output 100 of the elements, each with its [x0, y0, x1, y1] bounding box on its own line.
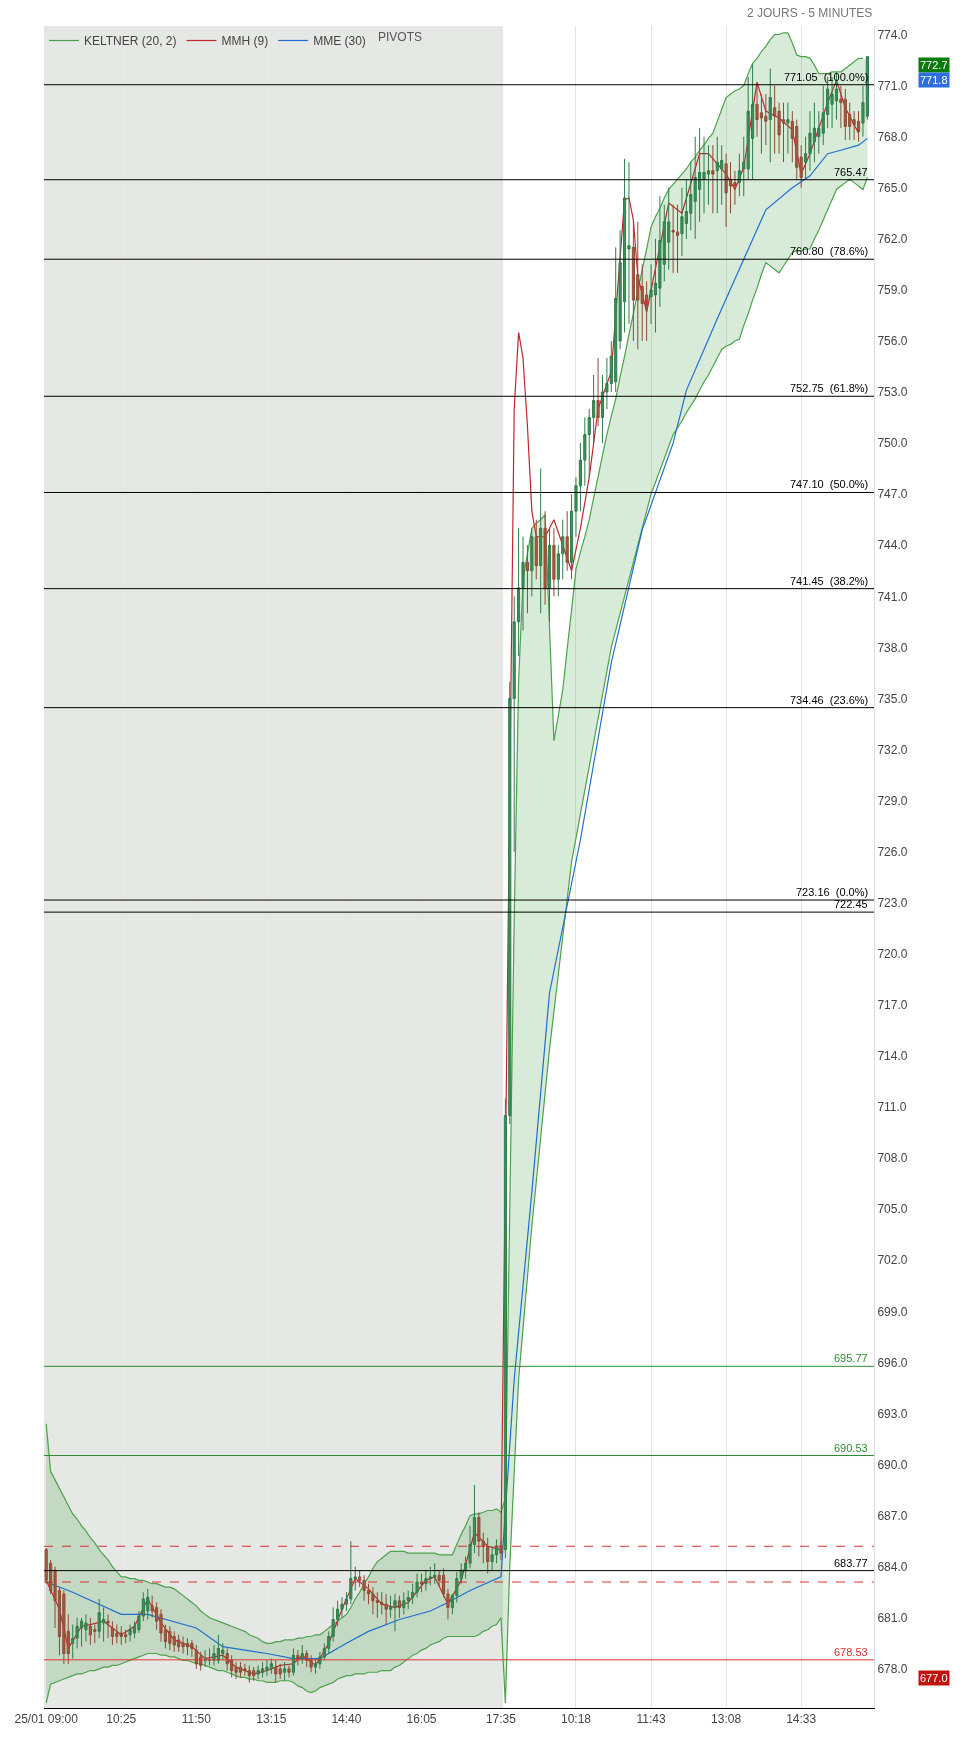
x-tick-label: 11:50 [181, 1712, 212, 1727]
candlestick [79, 1617, 84, 1648]
y-tick-label: 714.0 [877, 1049, 908, 1064]
y-tick-label: 681.0 [877, 1610, 908, 1625]
candlestick [675, 204, 680, 274]
y-tick-label: 729.0 [877, 793, 908, 808]
candlestick [397, 1595, 401, 1619]
candlestick [565, 510, 569, 572]
candlestick [419, 1573, 424, 1593]
candlestick [486, 1537, 490, 1575]
candlestick [362, 1574, 366, 1602]
candlestick [252, 1666, 256, 1682]
y-tick-label: 744.0 [877, 538, 908, 553]
y-tick-label: 690.0 [877, 1457, 908, 1472]
x-tick-label: 16:05 [406, 1712, 437, 1727]
candlestick [539, 468, 543, 614]
y-tick-label: 762.0 [877, 232, 908, 246]
y-tick-label: 711.0 [877, 1100, 907, 1115]
candlestick [552, 527, 556, 597]
candlestick [291, 1647, 296, 1677]
candlestick [181, 1636, 185, 1655]
candlestick [596, 357, 600, 427]
candlestick [543, 510, 547, 606]
y-tick-label: 768.0 [877, 129, 908, 144]
candlestick [305, 1649, 309, 1668]
candlestick [106, 1613, 110, 1639]
ref-line-label: 723.16 (0.0%) [796, 886, 869, 898]
legend-label: MME (30) [313, 34, 366, 49]
candlestick [260, 1661, 265, 1678]
chart-subtitle: 2 JOURS - 5 MINUTES [747, 6, 873, 20]
x-tick-label: 13:15 [256, 1712, 287, 1727]
candlestick [773, 85, 777, 155]
candlestick [269, 1658, 273, 1675]
candlestick [207, 1647, 212, 1666]
y-tick-label: 735.0 [877, 691, 908, 706]
candlestick [146, 1588, 150, 1620]
text: 772.7 [920, 59, 948, 71]
y-tick-label: 678.0 [877, 1662, 908, 1677]
candlestick [737, 153, 741, 197]
candlestick [185, 1637, 190, 1656]
ref-line-label: 695.77 [834, 1352, 868, 1364]
y-tick-label: 753.0 [877, 385, 908, 400]
ref-line-label: 734.46 (23.6%) [790, 694, 869, 706]
candlestick [256, 1664, 260, 1680]
y-tick-label: 756.0 [877, 334, 908, 349]
y-tick-label: 687.0 [877, 1508, 908, 1523]
candlestick [786, 102, 790, 155]
ref-line-label: 690.53 [834, 1442, 868, 1454]
x-tick-label: 10:25 [106, 1712, 137, 1727]
y-tick-label: 717.0 [877, 998, 908, 1013]
ref-line-label: 765.47 [834, 166, 868, 178]
candlestick [287, 1664, 291, 1678]
ref-line-label: 752.75 (61.8%) [790, 382, 869, 394]
candlestick [671, 204, 675, 274]
candlestick [203, 1649, 207, 1668]
ref-line-label: 747.10 (50.0%) [790, 478, 869, 490]
candlestick [711, 144, 715, 214]
candlestick [402, 1591, 406, 1615]
candlestick [843, 88, 847, 141]
candlestick [115, 1624, 119, 1644]
candlestick [172, 1630, 176, 1653]
y-tick-label: 693.0 [877, 1406, 908, 1421]
y-tick-label: 738.0 [877, 640, 908, 655]
y-tick-label: 696.0 [877, 1355, 908, 1370]
ref-line-label: 741.45 (38.2%) [790, 575, 869, 587]
y-tick-label: 726.0 [877, 844, 908, 859]
candlestick [534, 519, 538, 580]
candlestick [238, 1661, 243, 1678]
candlestick [128, 1624, 132, 1643]
candlestick [547, 527, 552, 623]
y-tick-label: 759.0 [877, 283, 908, 298]
candlestick [715, 136, 719, 214]
y-tick-label: 684.0 [877, 1559, 908, 1574]
y-tick-label: 765.0 [877, 180, 908, 195]
candlestick [499, 1540, 503, 1561]
ref-line-label: 678.53 [834, 1646, 868, 1658]
candlestick [724, 153, 728, 228]
annotation: PIVOTS [378, 30, 423, 44]
candlestick [168, 1625, 172, 1651]
candlestick [433, 1562, 437, 1585]
candlestick [124, 1629, 128, 1644]
candlestick [300, 1644, 304, 1665]
legend-label: MMH (9) [221, 34, 269, 49]
candlestick [110, 1620, 115, 1646]
x-tick-label: 14:33 [786, 1712, 817, 1727]
candlestick [119, 1625, 123, 1646]
y-tick-label: 747.0 [877, 487, 908, 502]
y-tick-label: 702.0 [877, 1253, 908, 1268]
ref-line-label: 722.45 [834, 898, 868, 910]
candlestick [636, 221, 640, 350]
text: 677.0 [920, 1672, 948, 1684]
candlestick [84, 1613, 88, 1643]
y-tick-label: 750.0 [877, 436, 908, 451]
y-tick-label: 732.0 [877, 742, 908, 757]
y-tick-label: 699.0 [877, 1304, 908, 1319]
y-tick-label: 705.0 [877, 1202, 908, 1217]
candlestick [247, 1664, 251, 1683]
text: 771.8 [920, 74, 948, 86]
x-tick-label: 25/01 09:00 [14, 1712, 79, 1727]
candlestick [278, 1663, 282, 1680]
